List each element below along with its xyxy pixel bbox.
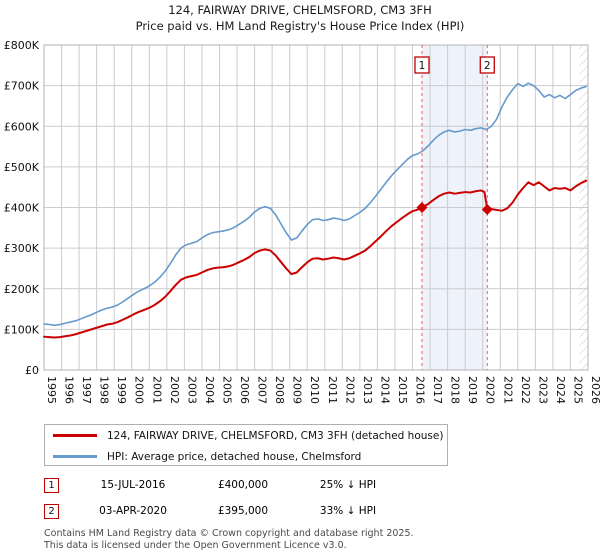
x-axis-tick-label: 2006 — [238, 376, 251, 404]
transaction-point-marker — [416, 202, 428, 213]
y-axis-tick-label: £600K — [4, 120, 40, 133]
x-axis-tick-label: 1997 — [80, 376, 93, 404]
series-line — [43, 82, 588, 327]
x-axis-tick-label: 2003 — [185, 376, 198, 404]
x-axis-tick-label: 2015 — [396, 376, 409, 404]
transaction-price-1: £400,000 — [217, 479, 269, 491]
y-axis-tick-label: £500K — [4, 161, 40, 174]
x-axis-tick-label: 2024 — [554, 376, 567, 404]
transaction-hpi-delta-1: 25% ↓ HPI — [319, 479, 377, 491]
y-axis-tick-label: £400K — [4, 202, 40, 215]
y-axis-tick-label: £300K — [4, 242, 40, 255]
transaction-marker-1: 1 — [44, 477, 59, 493]
x-axis-tick-label: 1999 — [115, 376, 128, 404]
legend-swatch-price-paid — [53, 434, 97, 437]
legend-item-hpi: HPI: Average price, detached house, Chel… — [45, 446, 447, 467]
transaction-point-marker — [481, 204, 493, 216]
transaction-date-1: 15-JUL-2016 — [100, 479, 166, 491]
x-axis-tick-label: 2026 — [589, 376, 600, 404]
chart-legend: 124, FAIRWAY DRIVE, CHELMSFORD, CM3 3FH … — [44, 424, 448, 466]
y-axis-tick-label: £0 — [25, 364, 39, 377]
x-axis-tick-label: 2001 — [150, 376, 163, 404]
transaction-date-2: 03-APR-2020 — [99, 505, 167, 517]
x-axis-tick-label: 2004 — [203, 376, 216, 404]
x-axis-tick-label: 2000 — [133, 376, 146, 404]
x-axis-tick-label: 2010 — [308, 376, 321, 404]
table-row: 2 03-APR-2020 £395,000 33% ↓ HPI — [44, 498, 464, 524]
y-axis-tick-label: £700K — [4, 80, 40, 93]
y-axis-tick-label: £200K — [4, 283, 40, 296]
x-axis-tick-label: 2016 — [414, 376, 427, 404]
x-axis-tick-label: 1998 — [98, 376, 111, 404]
transaction-number-label: 1 — [419, 60, 426, 72]
x-axis-tick-label: 2013 — [361, 376, 374, 404]
transaction-number-box — [479, 56, 495, 74]
legend-swatch-hpi — [53, 455, 97, 458]
x-axis-tick-label: 2008 — [273, 376, 286, 404]
x-axis-tick-label: 2025 — [571, 376, 584, 404]
title-line-2: Price paid vs. HM Land Registry's House … — [135, 19, 465, 33]
x-axis-tick-label: 1996 — [63, 376, 76, 404]
footer-line-1: Contains HM Land Registry data © Crown c… — [44, 528, 414, 539]
legend-item-price-paid: 124, FAIRWAY DRIVE, CHELMSFORD, CM3 3FH … — [45, 425, 447, 446]
transaction-price-2: £395,000 — [217, 505, 269, 517]
title-line-1: 124, FAIRWAY DRIVE, CHELMSFORD, CM3 3FH — [168, 3, 432, 17]
x-axis-tick-label: 1995 — [45, 376, 58, 404]
footer-line-2: This data is licensed under the Open Gov… — [44, 539, 347, 551]
x-axis-tick-label: 2021 — [501, 376, 514, 404]
transaction-marker-2: 2 — [44, 503, 59, 519]
x-axis-tick-label: 2007 — [256, 376, 269, 404]
footer-attribution: Contains HM Land Registry data © Crown c… — [44, 528, 584, 551]
x-axis-tick-label: 2002 — [168, 376, 181, 404]
legend-label-price-paid: 124, FAIRWAY DRIVE, CHELMSFORD, CM3 3FH … — [107, 429, 444, 442]
x-axis-tick-label: 2005 — [220, 376, 233, 404]
transaction-hpi-delta-2: 33% ↓ HPI — [319, 505, 377, 517]
x-axis-tick-label: 2023 — [536, 376, 549, 404]
x-axis-tick-label: 2012 — [343, 376, 356, 404]
x-axis-tick-label: 2009 — [291, 376, 304, 404]
x-axis-tick-label: 2011 — [326, 376, 339, 404]
legend-label-hpi: HPI: Average price, detached house, Chel… — [107, 450, 362, 463]
y-axis-tick-label: £100K — [4, 323, 40, 336]
transactions-table: 1 15-JUL-2016 £400,000 25% ↓ HPI 2 03-AP… — [44, 472, 464, 524]
table-row: 1 15-JUL-2016 £400,000 25% ↓ HPI — [44, 472, 464, 498]
x-axis-tick-label: 2018 — [449, 376, 462, 404]
x-axis-tick-label: 2020 — [484, 376, 497, 404]
transaction-number-box — [414, 56, 430, 74]
x-axis-tick-label: 2022 — [519, 376, 532, 404]
y-axis-tick-label: £800K — [4, 39, 40, 52]
x-axis-tick-label: 2019 — [466, 376, 479, 404]
transaction-number-label: 2 — [484, 60, 491, 72]
series-line — [43, 179, 588, 339]
plot-border — [43, 44, 589, 371]
x-axis-tick-label: 2014 — [378, 376, 391, 404]
x-axis-tick-label: 2017 — [431, 376, 444, 404]
page-title: 124, FAIRWAY DRIVE, CHELMSFORD, CM3 3FH … — [0, 2, 600, 34]
